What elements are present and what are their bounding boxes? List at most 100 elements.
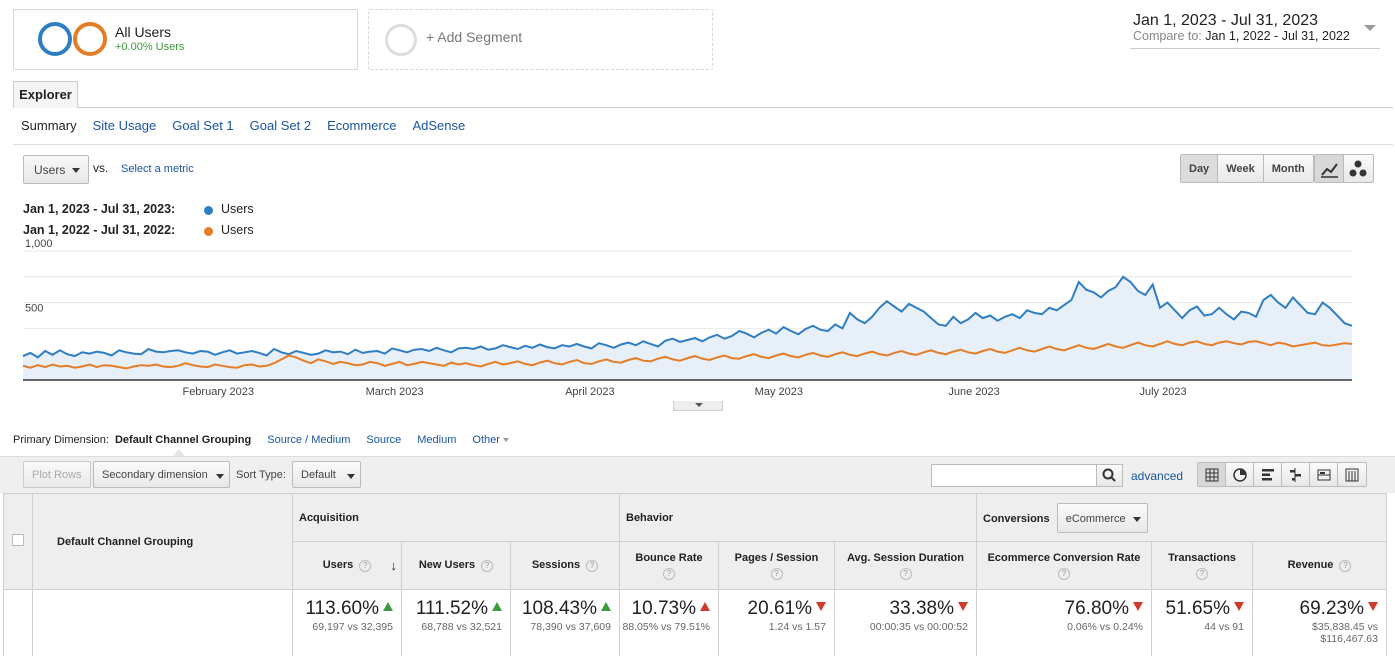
dimension-source-medium[interactable]: Source / Medium — [267, 434, 351, 446]
total-users: 113.60% 69,197 vs 32,395 — [292, 589, 402, 656]
col-transactions-label: Transactions — [1168, 551, 1236, 564]
chevron-down-icon — [72, 168, 80, 173]
col-avg-session-duration-label: Avg. Session Duration — [847, 551, 964, 564]
col-bounce-rate[interactable]: Bounce Rate? — [619, 541, 719, 590]
col-revenue[interactable]: Revenue? — [1252, 541, 1387, 590]
primary-dimension-bar: Primary Dimension: Default Channel Group… — [13, 434, 509, 446]
col-new-users[interactable]: New Users? — [401, 541, 511, 590]
legend-previous: Jan 1, 2022 - Jul 31, 2022: Users — [23, 223, 254, 237]
total-ecommerce-conversion-rate-percent: 76.80% — [977, 598, 1143, 620]
line-chart-icon — [1321, 163, 1338, 178]
subtab-summary[interactable]: Summary — [21, 118, 77, 133]
select-all-checkbox[interactable] — [12, 534, 24, 546]
month-button[interactable]: Month — [1263, 155, 1313, 182]
day-button[interactable]: Day — [1181, 155, 1219, 182]
date-range-picker[interactable]: Jan 1, 2023 - Jul 31, 2023 Compare to: J… — [1130, 11, 1380, 49]
sort-type-dropdown[interactable]: Default — [292, 461, 361, 488]
col-transactions[interactable]: Transactions? — [1151, 541, 1253, 590]
help-icon[interactable]: ? — [770, 567, 783, 580]
columns-icon — [1345, 468, 1359, 482]
dimension-other[interactable]: Other — [472, 434, 509, 446]
arrow-up-icon — [492, 602, 502, 612]
term-cloud-button[interactable] — [1310, 463, 1338, 486]
col-sessions[interactable]: Sessions? — [510, 541, 620, 590]
subtab-ecommerce[interactable]: Ecommerce — [327, 118, 397, 133]
conversion-type-value: eCommerce — [1065, 512, 1126, 525]
percentage-view-button[interactable] — [1226, 463, 1254, 486]
line-chart-button[interactable] — [1315, 155, 1344, 182]
date-range-compare: Compare to: Jan 1, 2022 - Jul 31, 2022 — [1133, 29, 1350, 43]
advanced-filter-link[interactable]: advanced — [1131, 469, 1184, 483]
totals-row: 113.60% 69,197 vs 32,395 111.52% 68,788 vs … — [3, 589, 1387, 656]
col-pages-session[interactable]: Pages / Session? — [718, 541, 835, 590]
add-segment-button[interactable]: + Add Segment — [368, 9, 713, 70]
segment-all-users[interactable]: All Users +0.00% Users — [13, 9, 358, 70]
x-tick-label: May 2023 — [755, 386, 803, 398]
dimension-medium[interactable]: Medium — [417, 434, 457, 446]
metric-dropdown[interactable]: Users — [23, 155, 89, 184]
arrow-up-icon — [700, 602, 710, 612]
series-line-current[interactable] — [22, 275, 1353, 359]
table-view-toggle — [1197, 462, 1367, 487]
percent-value: 10.73% — [631, 598, 696, 619]
percent-value: 113.60% — [305, 598, 379, 619]
data-view-button[interactable] — [1198, 463, 1226, 486]
x-tick-label: February 2023 — [182, 386, 254, 398]
x-tick-label: June 2023 — [948, 386, 999, 398]
help-icon[interactable]: ? — [586, 559, 599, 572]
arrow-down-icon — [1234, 602, 1244, 612]
total-users-percent: 113.60% — [293, 598, 393, 620]
legend-current-dot-icon — [204, 206, 213, 215]
tab-explorer[interactable]: Explorer — [13, 81, 78, 108]
total-revenue-comparison: $35,838.45 vs $116,467.63 — [1312, 621, 1378, 645]
pivot-view-button[interactable] — [1338, 463, 1366, 486]
percent-value: 69.23% — [1299, 598, 1364, 619]
subtab-goal-set-2[interactable]: Goal Set 2 — [249, 118, 312, 133]
total-new-users-percent: 111.52% — [402, 598, 502, 620]
arrow-down-icon — [1133, 602, 1143, 612]
secondary-dimension-dropdown[interactable]: Secondary dimension — [93, 461, 230, 488]
table-search-input[interactable] — [931, 464, 1123, 487]
subtab-goal-set-1[interactable]: Goal Set 1 — [172, 118, 234, 133]
week-button[interactable]: Week — [1218, 155, 1264, 182]
arrow-up-icon — [601, 602, 611, 612]
legend-current: Jan 1, 2023 - Jul 31, 2023: Users — [23, 202, 254, 216]
chevron-down-icon — [347, 474, 355, 479]
subtab-site-usage[interactable]: Site Usage — [92, 118, 157, 133]
sort-arrow-icon: ↓ — [390, 558, 398, 573]
total-pages-session: 20.61% 1.24 vs 1.57 — [718, 589, 835, 656]
row-dimension-header[interactable]: Default Channel Grouping — [32, 493, 293, 590]
collapse-chart-toggle[interactable] — [673, 401, 723, 411]
help-icon[interactable]: ? — [663, 567, 675, 580]
select-metric-link[interactable]: Select a metric — [121, 163, 194, 175]
comparison-view-button[interactable] — [1282, 463, 1310, 486]
col-ecommerce-conversion-rate[interactable]: Ecommerce Conversion Rate? — [976, 541, 1152, 590]
help-icon[interactable]: ? — [359, 559, 372, 572]
x-tick-label: July 2023 — [1139, 386, 1186, 398]
sort-type-value: Default — [301, 469, 336, 481]
dimension-source[interactable]: Source — [366, 434, 402, 446]
series-line-previous[interactable] — [22, 340, 1353, 370]
users-line-chart[interactable]: 1,000 500 February 2023 March 2023 April 202… — [0, 236, 1395, 401]
chevron-down-icon — [1364, 25, 1376, 31]
search-button[interactable] — [1096, 465, 1122, 486]
performance-view-button[interactable] — [1254, 463, 1282, 486]
help-icon[interactable]: ? — [899, 567, 912, 580]
subtab-adsense[interactable]: AdSense — [412, 118, 466, 133]
col-users[interactable]: Users? ↓ — [292, 541, 402, 590]
help-icon[interactable]: ? — [1339, 559, 1352, 572]
plot-rows-button[interactable]: Plot Rows — [23, 461, 91, 488]
help-icon[interactable]: ? — [1058, 567, 1070, 580]
motion-chart-button[interactable] — [1344, 155, 1373, 182]
percent-value: 51.65% — [1165, 598, 1230, 619]
vs-label: vs. — [93, 161, 109, 175]
conversion-type-dropdown[interactable]: eCommerce — [1056, 502, 1148, 533]
help-icon[interactable]: ? — [1196, 567, 1208, 580]
total-transactions-percent: 51.65% — [1152, 598, 1244, 620]
total-transactions: 51.65% 44 vs 91 — [1151, 589, 1253, 656]
col-sessions-label: Sessions — [531, 559, 581, 572]
help-icon[interactable]: ? — [481, 559, 494, 572]
col-avg-session-duration[interactable]: Avg. Session Duration? — [834, 541, 977, 590]
total-users-comparison: 69,197 vs 32,395 — [312, 621, 393, 633]
totals-checkbox-cell — [3, 589, 33, 656]
